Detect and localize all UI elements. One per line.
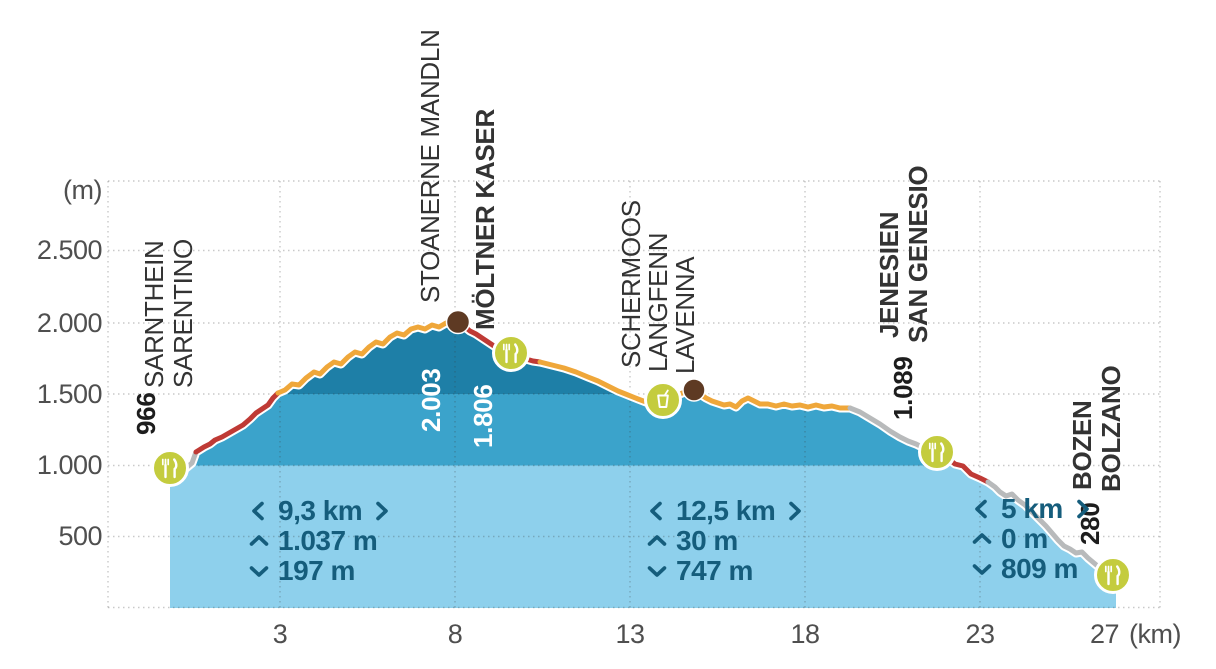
chevron-right-icon	[789, 501, 802, 520]
restaurant-icon	[502, 343, 519, 364]
summit-dot-stoanerne-mandln	[445, 309, 471, 335]
label-bolzano: BOLZANO	[1096, 365, 1126, 492]
distance-value: 5 km	[1001, 492, 1063, 524]
marker-sarnthein	[151, 449, 189, 487]
elevation-jenesien: 1.089	[888, 356, 918, 420]
label-bozen: BOZEN	[1067, 400, 1097, 490]
route-segment-orange-1	[275, 319, 461, 396]
descent-value: 747 m	[676, 554, 753, 586]
band-below-1000	[170, 465, 1116, 608]
label-jenesien: JENESIEN	[874, 211, 904, 338]
y-tick-1500: 1.500	[36, 379, 103, 409]
x-tick-8: 8	[447, 619, 463, 649]
chevron-down-icon	[647, 565, 667, 577]
x-tick-27: 27 (km)	[1090, 619, 1182, 649]
y-axis-unit: (m)	[63, 175, 102, 205]
label-sarentino: SARENTINO	[168, 239, 198, 388]
segment-stats-2: 12,5 km 30 m 747 m	[646, 494, 805, 586]
ascent-row: 1.037 m	[248, 524, 392, 556]
chevron-up-icon	[647, 534, 667, 546]
chevron-down-icon	[972, 563, 992, 575]
route-segment-orange-2	[537, 359, 853, 411]
ascent-value: 1.037 m	[278, 524, 378, 556]
restaurant-icon	[161, 458, 178, 479]
chevron-up-icon	[972, 532, 992, 544]
marker-bozen	[1094, 556, 1132, 594]
elevation-sarnthein: 966	[131, 392, 161, 435]
distance-value: 9,3 km	[278, 494, 363, 526]
elevation-moeltner-kaser: 1.806	[468, 384, 498, 448]
distance-row: 12,5 km	[646, 494, 805, 526]
label-lavenna: LAVENNA	[670, 256, 700, 374]
x-axis-unit: (km)	[1129, 619, 1182, 649]
x-tick-18: 18	[790, 619, 820, 649]
y-tick-2000: 2.000	[36, 308, 103, 338]
chevron-right-icon	[376, 501, 388, 520]
drink-icon	[657, 389, 669, 408]
y-tick-2500: 2.500	[36, 235, 103, 265]
segment-stats-1: 9,3 km 1.037 m 197 m	[248, 494, 392, 586]
ascent-row: 30 m	[646, 524, 805, 556]
distance-row: 9,3 km	[248, 494, 392, 526]
descent-value: 809 m	[1001, 552, 1078, 584]
y-tick-500: 500	[58, 521, 102, 551]
chevron-down-icon	[249, 565, 269, 577]
chevron-left-icon	[252, 501, 264, 520]
chevron-up-icon	[249, 534, 269, 546]
label-san-genesio: SAN GENESIO	[903, 165, 933, 343]
ascent-value: 0 m	[1001, 522, 1048, 554]
ascent-value: 30 m	[676, 524, 738, 556]
label-langfenn: LANGFENN	[643, 232, 673, 372]
segment-stats-3: 5 km 0 m 809 m	[971, 492, 1093, 584]
x-tick-27-value: 27	[1090, 619, 1120, 649]
label-moeltner-kaser: MÖLTNER KASER	[470, 109, 500, 330]
y-tick-1000: 1.000	[36, 450, 103, 480]
label-sarnthein: SARNTHEIN	[139, 240, 169, 388]
x-tick-13: 13	[615, 619, 645, 649]
descent-row: 809 m	[971, 552, 1093, 584]
distance-row: 5 km	[971, 492, 1093, 524]
descent-row: 747 m	[646, 554, 805, 586]
x-tick-3: 3	[272, 619, 288, 649]
restaurant-icon	[1104, 565, 1121, 586]
route-segment-gray-3	[985, 479, 1116, 578]
distance-value: 12,5 km	[676, 494, 776, 526]
chevron-left-icon	[975, 499, 987, 518]
ascent-row: 0 m	[971, 522, 1093, 554]
label-schermoos: SCHERMOOS	[616, 200, 646, 368]
chevron-right-icon	[1077, 499, 1089, 518]
waypoint-dot-langfenn	[682, 378, 706, 402]
x-tick-23: 23	[965, 619, 995, 649]
label-stoanerne-mandln: STOANERNE MANDLN	[415, 29, 445, 303]
marker-jenesien	[918, 433, 956, 471]
chevron-left-icon	[650, 501, 662, 520]
marker-moeltner-kaser	[492, 334, 530, 372]
elevation-stoanerne-mandln: 2.003	[416, 368, 446, 432]
restaurant-icon	[928, 442, 945, 463]
descent-row: 197 m	[248, 554, 392, 586]
marker-schermoos	[644, 381, 682, 419]
route-segment-red-1	[193, 390, 281, 455]
descent-value: 197 m	[278, 554, 355, 586]
